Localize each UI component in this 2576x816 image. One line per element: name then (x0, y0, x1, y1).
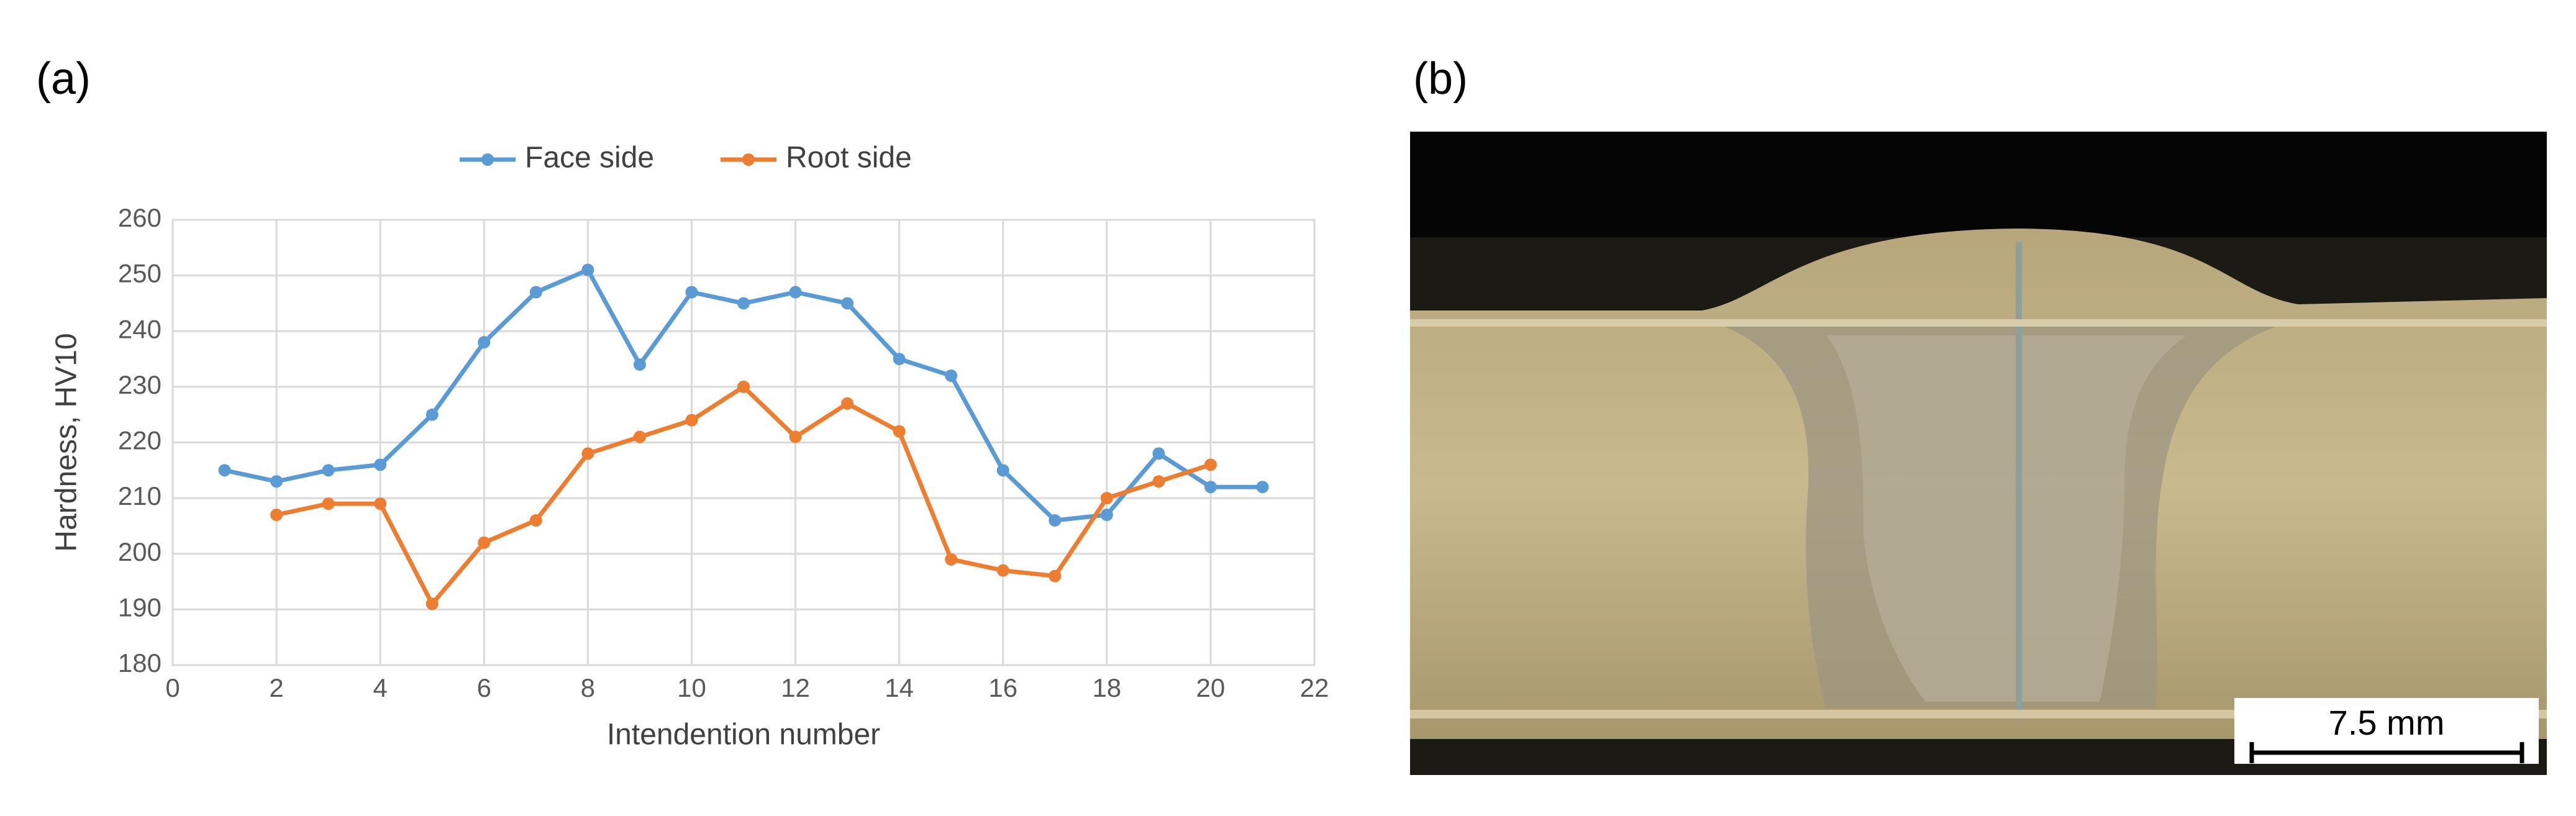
data-point (1152, 475, 1165, 488)
data-point (1100, 492, 1113, 505)
data-point (996, 564, 1009, 577)
data-point (529, 514, 542, 527)
data-point (581, 447, 594, 460)
x-tick-label: 18 (1092, 673, 1121, 702)
data-point (841, 397, 854, 410)
data-point (581, 263, 594, 276)
data-point (737, 380, 750, 393)
y-tick-label: 220 (118, 426, 162, 455)
data-point (996, 464, 1009, 477)
data-point (841, 297, 854, 310)
data-point (789, 430, 802, 443)
data-point (685, 414, 698, 427)
data-point (1204, 458, 1217, 471)
data-point (633, 430, 646, 443)
data-point (1049, 514, 1062, 527)
data-point (789, 286, 802, 299)
x-tick-label: 16 (988, 673, 1017, 702)
data-point (270, 475, 283, 488)
x-tick-label: 12 (781, 673, 810, 702)
data-point (1100, 509, 1113, 522)
data-point (633, 358, 646, 371)
y-tick-label: 200 (118, 537, 162, 566)
y-tick-label: 230 (118, 370, 162, 399)
x-tick-label: 20 (1196, 673, 1226, 702)
data-point (322, 497, 335, 510)
data-point (945, 553, 958, 566)
legend-label: Face side (525, 142, 654, 175)
x-tick-label: 2 (269, 673, 283, 702)
data-point (737, 297, 750, 310)
y-tick-label: 260 (118, 203, 162, 232)
data-point (685, 286, 698, 299)
y-tick-label: 240 (118, 314, 162, 343)
data-point (945, 369, 958, 382)
data-point (426, 408, 439, 421)
x-tick-label: 8 (581, 673, 595, 702)
y-tick-label: 190 (118, 592, 162, 622)
data-point (529, 286, 542, 299)
y-axis-label: Hardness, HV10 (50, 333, 83, 551)
x-tick-label: 14 (885, 673, 914, 702)
series-line (276, 384, 1211, 606)
data-point (374, 497, 387, 510)
data-point (478, 536, 491, 549)
data-point (218, 464, 231, 477)
x-tick-label: 22 (1300, 673, 1329, 702)
chart: 180 190 200 210 220 230 240 250 260 0 2 4 6 8 10 12 14 16… (50, 142, 1329, 751)
legend-swatch (742, 153, 755, 166)
data-point (1049, 569, 1062, 583)
x-tick-label: 0 (165, 673, 180, 702)
x-tick-label: 4 (373, 673, 388, 702)
scale-bar-label: 7.5 mm (2329, 703, 2445, 742)
panel-label: (b) (1413, 54, 1468, 104)
panel-label: (a) (36, 54, 91, 104)
x-axis-label: Intendention number (607, 719, 880, 751)
data-point (893, 425, 906, 438)
x-tick-label: 10 (677, 673, 706, 702)
legend-swatch (481, 153, 494, 166)
micrograph: 7.5 mm (1410, 132, 2547, 775)
y-tick-label: 210 (118, 481, 162, 510)
data-point (322, 464, 335, 477)
plot-frame (171, 219, 1316, 666)
data-point (426, 597, 439, 610)
data-point (374, 458, 387, 471)
data-point (270, 509, 283, 522)
data-point (1152, 447, 1165, 460)
data-point (1204, 481, 1217, 494)
data-point (893, 353, 906, 366)
legend-label: Root side (786, 142, 912, 175)
data-point (478, 336, 491, 349)
y-tick-label: 180 (118, 648, 162, 678)
y-tick-label: 250 (118, 259, 162, 288)
x-tick-label: 6 (477, 673, 491, 702)
data-point (1256, 481, 1269, 494)
